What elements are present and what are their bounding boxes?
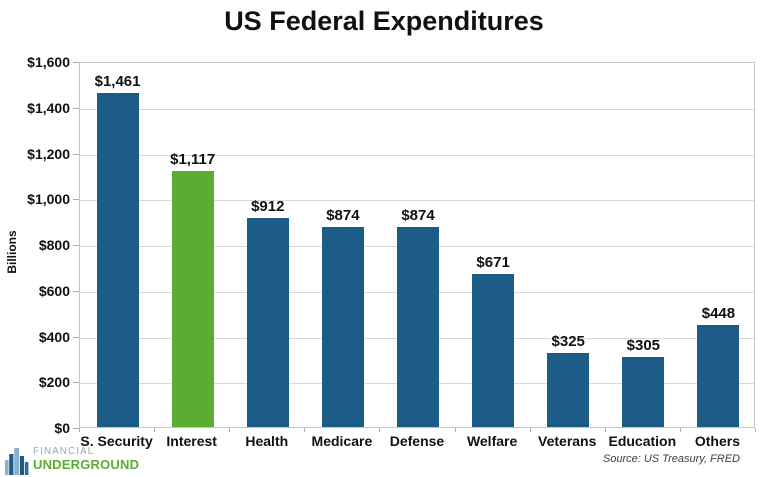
bar-interest: [171, 171, 214, 427]
x-category-label: Education: [608, 433, 677, 449]
bar-medicare: [321, 227, 364, 427]
x-tick-mark: [529, 428, 531, 432]
x-category-label: Defense: [389, 433, 445, 449]
logo-text: FINANCIAL UNDERGROUND: [33, 445, 140, 472]
logo-underground-label: UNDERGROUND: [33, 457, 140, 472]
y-axis-title: Billions: [5, 230, 19, 274]
x-tick-mark: [79, 428, 80, 432]
x-category-label: Others: [694, 433, 740, 449]
gridline: [80, 108, 754, 110]
bar-veterans: [547, 353, 590, 427]
building-skyline-icon: [5, 448, 29, 475]
x-tick-mark: [604, 428, 606, 432]
bar-value-label: $448: [701, 305, 736, 322]
x-category-label: Welfare: [466, 433, 518, 449]
x-category-label: Health: [245, 433, 289, 449]
bar-value-label: $671: [476, 254, 510, 271]
bar-s-security: [96, 93, 139, 427]
bar-value-label: $305: [626, 337, 661, 354]
y-tick-mark: [73, 428, 79, 429]
bar-value-label: $874: [401, 207, 435, 224]
chart-title: US Federal Expenditures: [224, 6, 544, 36]
bar-education: [622, 357, 665, 427]
y-tick-label: $200: [38, 374, 70, 391]
x-tick-mark: [379, 428, 381, 432]
bar-value-label: $1,117: [170, 151, 216, 168]
source-note: Source: US Treasury, FRED: [602, 453, 740, 465]
y-tick-label: $1,400: [27, 99, 70, 116]
x-category-label: Interest: [166, 433, 217, 449]
logo: FINANCIAL UNDERGROUND: [4, 445, 139, 476]
bar-value-label: $874: [326, 207, 360, 224]
y-tick-label: $1,000: [27, 191, 70, 208]
bar-defense: [397, 227, 439, 427]
bar-value-label: $325: [551, 333, 585, 350]
bar-welfare: [472, 274, 515, 427]
y-tick-label: $600: [38, 282, 70, 299]
x-category-label: Veterans: [538, 433, 597, 449]
x-category-label: Medicare: [311, 433, 373, 449]
x-tick-mark: [755, 428, 756, 432]
x-tick-mark: [454, 428, 456, 432]
x-tick-mark: [304, 428, 306, 432]
bar-health: [246, 218, 289, 427]
gridline: [80, 200, 754, 202]
y-tick-label: $1,600: [27, 54, 70, 70]
x-tick-mark: [229, 428, 231, 432]
y-tick-label: $400: [38, 328, 70, 345]
y-tick-label: $1,200: [27, 145, 70, 162]
x-tick-mark: [679, 428, 681, 432]
bar-others: [697, 325, 740, 427]
y-tick-label: $0: [54, 420, 70, 436]
gridline: [80, 154, 754, 156]
plot-area: $1,461 $1,117 $912 $874 $874 $671 $325 $305 $448: [79, 62, 755, 428]
x-tick-mark: [154, 428, 156, 432]
bar-value-label: $912: [251, 198, 285, 215]
bar-value-label: $1,461: [94, 73, 141, 90]
logo-financial-label: FINANCIAL: [33, 446, 95, 457]
